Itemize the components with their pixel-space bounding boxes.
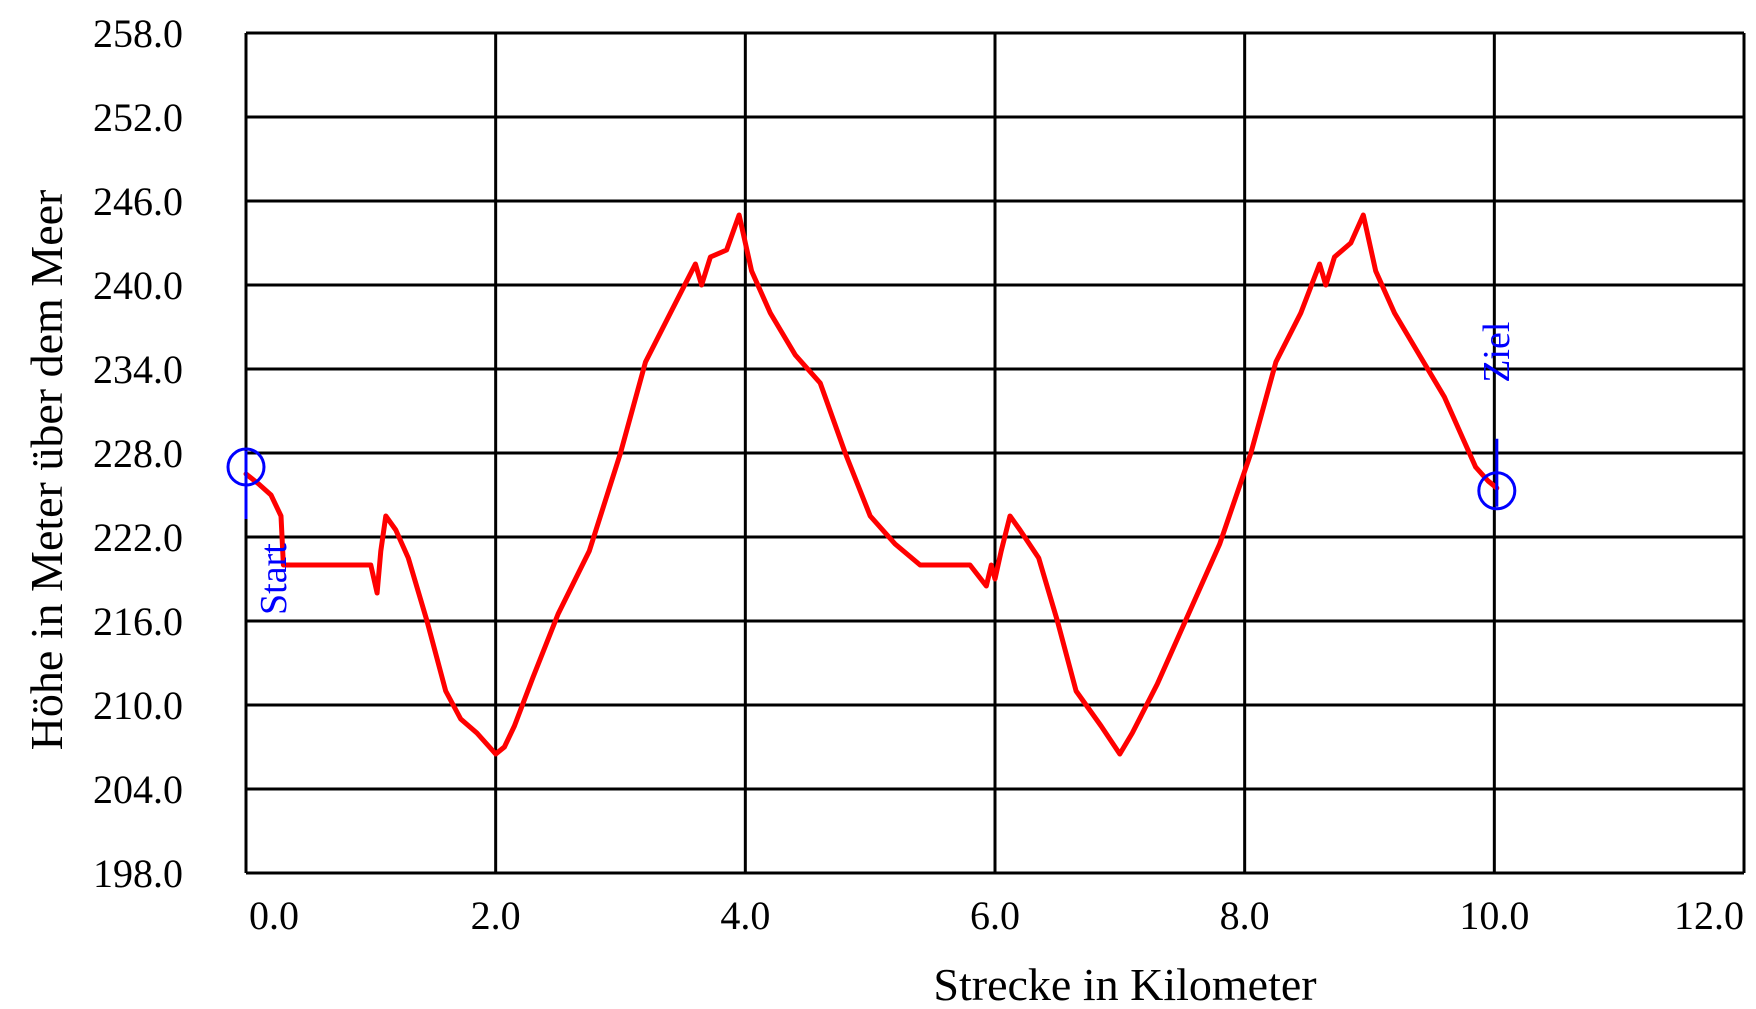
- x-tick-label: 8.0: [1220, 893, 1270, 938]
- x-tick-label: 12.0: [1674, 893, 1744, 938]
- series-line: [243, 212, 1500, 757]
- y-tick-label: 228.0: [93, 431, 183, 476]
- x-tick-label: 6.0: [970, 893, 1020, 938]
- grid-lines: [244, 31, 1746, 875]
- x-tick-label: 10.0: [1459, 893, 1529, 938]
- x-tick-label: 4.0: [720, 893, 770, 938]
- x-tick-label: 2.0: [471, 893, 521, 938]
- y-tick-label: 258.0: [93, 11, 183, 56]
- y-tick-label: 198.0: [93, 851, 183, 896]
- series-layer: [243, 212, 1500, 757]
- finish-marker: Ziel: [1476, 322, 1518, 511]
- y-tick-label: 222.0: [93, 515, 183, 560]
- y-tick-label: 204.0: [93, 767, 183, 812]
- x-tick-label: 0.0: [249, 893, 299, 938]
- finish-label: Ziel: [1476, 322, 1518, 383]
- y-tick-label: 234.0: [93, 347, 183, 392]
- y-tick-label: 210.0: [93, 683, 183, 728]
- y-axis-title: Höhe in Meter über dem Meer: [21, 190, 72, 751]
- x-axis-ticks: 0.0 2.0 4.0 6.0 8.0 10.0 12.0: [249, 893, 1744, 938]
- y-tick-label: 240.0: [93, 263, 183, 308]
- start-marker: Start: [226, 447, 295, 615]
- y-axis-ticks: 198.0 204.0 210.0 216.0 222.0 228.0 234.0 240.0…: [93, 11, 183, 896]
- markers-layer: Start Ziel: [226, 322, 1518, 615]
- start-label: Start: [253, 543, 295, 615]
- y-tick-label: 246.0: [93, 179, 183, 224]
- y-tick-label: 252.0: [93, 95, 183, 140]
- y-tick-label: 216.0: [93, 599, 183, 644]
- x-axis-title: Strecke in Kilometer: [933, 959, 1316, 1009]
